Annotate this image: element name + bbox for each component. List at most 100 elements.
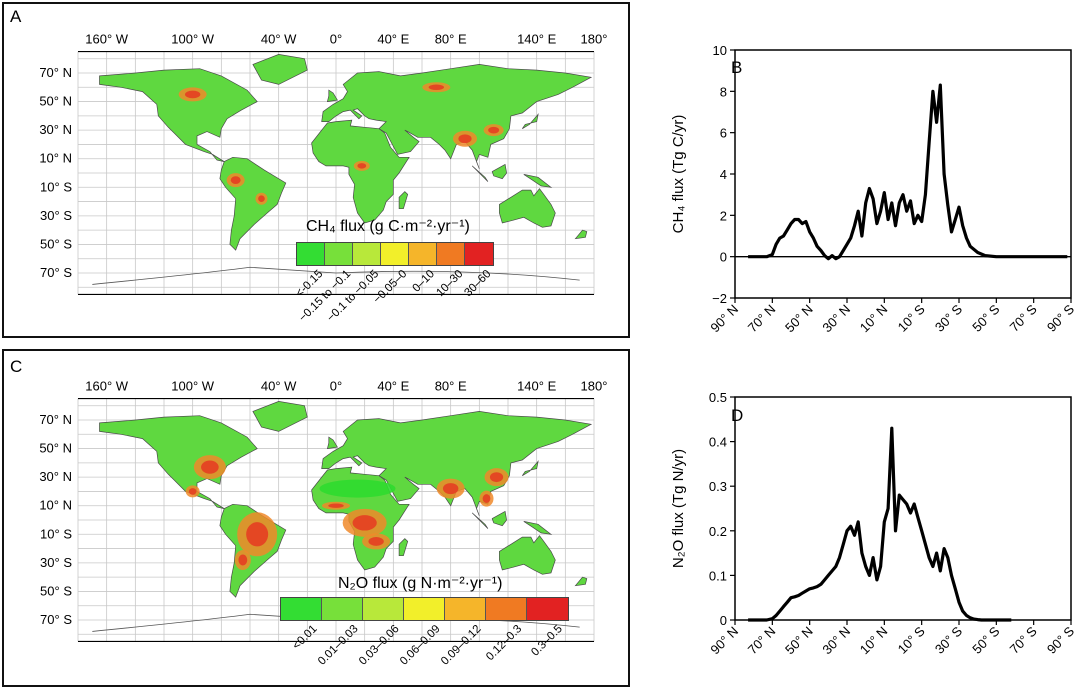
- legend-label: 0.01–0.03: [315, 623, 361, 668]
- landmass-indonesia: [471, 165, 489, 182]
- x-tick-label: 50° N: [782, 624, 816, 658]
- n2o-legend-swatches: [280, 597, 569, 621]
- latitude-label: 30° S: [40, 555, 72, 570]
- panel-letter-d: D: [731, 406, 744, 425]
- legend-swatch: [404, 598, 445, 620]
- legend-swatch: [445, 598, 486, 620]
- hotspot-red: [368, 537, 384, 546]
- legend-label: 0.3–0.5: [529, 623, 566, 659]
- hotspot-red: [458, 134, 472, 144]
- longitude-label: 100° W: [171, 379, 215, 394]
- flux-hotspots: [178, 82, 504, 205]
- n2o-profile-svg: 00.10.20.30.40.590° N 70° N 50° N 30° N 10° …: [670, 390, 1077, 658]
- x-tick-label: 30° S: [932, 301, 965, 334]
- x-tick-label: 50° S: [969, 301, 1002, 334]
- latitude-label: 50° S: [40, 583, 72, 598]
- ch4-legend-title: CH₄ flux (g C·m⁻²·yr⁻¹): [306, 218, 470, 235]
- latitude-label: 30° S: [40, 208, 72, 223]
- ch4-legend: CH₄ flux (g C·m⁻²·yr⁻¹) <-0.15 −0.15 to −…: [294, 216, 496, 326]
- y-tick-label: −2: [712, 291, 727, 306]
- latitude-label: 70° S: [40, 612, 72, 627]
- legend-label: 0.03–0.06: [356, 623, 402, 668]
- longitude-label: 100° W: [171, 32, 215, 47]
- x-tick-label: 10° N: [857, 624, 891, 658]
- legend-swatch: [363, 598, 404, 620]
- hotspot-red: [258, 195, 265, 203]
- legend-swatch: [281, 598, 322, 620]
- hotspot-red: [188, 488, 197, 495]
- y-tick-label: 0.4: [709, 435, 727, 450]
- landmass-uk: [326, 89, 338, 103]
- hotspot-red: [442, 483, 459, 495]
- legend-swatch: [353, 243, 381, 265]
- legend-label: 0.06–0.09: [397, 623, 443, 668]
- x-tick-label: 90° S: [1044, 623, 1077, 656]
- longitude-label: 180°: [581, 32, 608, 47]
- landmass-japan: [522, 113, 539, 130]
- legend-swatch: [527, 598, 568, 620]
- x-tick-label: 30° N: [819, 624, 853, 658]
- landmass-borneo: [491, 510, 507, 527]
- landmass-madagascar: [398, 191, 409, 210]
- land-masses: [99, 401, 593, 598]
- y-axis-title: CH₄ flux (Tg C/yr): [670, 115, 687, 234]
- n2o-flux-map: 160° W 100° W 40° W 0° 40° E 80° E 140° E 180° 7…: [39, 379, 608, 643]
- landmass-namerica: [99, 68, 258, 162]
- latitude-label: 50° N: [39, 94, 72, 109]
- flux-series-line: [748, 83, 1068, 261]
- x-tick-label: 50° S: [969, 623, 1002, 656]
- longitude-label: 180°: [581, 379, 608, 394]
- landmass-namerica: [99, 415, 258, 509]
- hotspot-red: [328, 503, 344, 508]
- panel-letter-a: A: [10, 7, 22, 26]
- latitude-label: 30° N: [39, 122, 72, 137]
- x-tick-label: 90° N: [707, 302, 741, 336]
- y-tick-label: 4: [720, 167, 727, 182]
- latitude-label: 10° S: [40, 179, 72, 194]
- y-tick-label: 8: [720, 84, 727, 99]
- longitude-label: 80° E: [435, 32, 467, 47]
- latitude-label: 30° N: [39, 469, 72, 484]
- sahara-low-flux: [319, 479, 396, 498]
- landmass-nz: [574, 229, 588, 240]
- landmass-newguinea: [523, 174, 553, 188]
- panel-letter-b: B: [731, 58, 743, 77]
- hotspot-red: [482, 494, 491, 503]
- hotspot-red: [357, 163, 367, 169]
- legend-swatch: [465, 243, 493, 265]
- longitude-label: 40° W: [261, 32, 297, 47]
- legend-label: 0.09–0.12: [438, 623, 484, 668]
- y-tick-label: 0: [720, 250, 727, 265]
- latitude-label: 50° N: [39, 441, 72, 456]
- landmass-australia: [499, 535, 556, 575]
- y-tick-label: 0.2: [709, 524, 727, 539]
- hotspot-red: [489, 472, 504, 483]
- latitude-label: 70° N: [39, 412, 72, 427]
- landmass-japan: [522, 460, 539, 477]
- latitude-label: 70° N: [39, 65, 72, 80]
- longitude-label: 40° W: [261, 379, 297, 394]
- longitude-label: 40° E: [377, 379, 409, 394]
- hotspot-red: [428, 84, 445, 91]
- landmass-eurasia: [321, 411, 593, 516]
- x-tick-label: 50° N: [782, 302, 816, 336]
- longitude-label: 160° W: [85, 379, 129, 394]
- x-tick-label: 70° N: [745, 624, 779, 658]
- legend-label: <0.01: [290, 623, 320, 653]
- longitude-label: 140° E: [517, 32, 557, 47]
- legend-label: 0.12–0.3: [484, 623, 525, 664]
- legend-swatch: [325, 243, 353, 265]
- legend-swatch: [381, 243, 409, 265]
- landmass-eurasia: [321, 64, 593, 169]
- legend-swatch: [486, 598, 527, 620]
- hotspot-red: [238, 554, 248, 566]
- y-tick-label: 0.1: [709, 568, 727, 583]
- y-tick-label: 0.3: [709, 479, 727, 494]
- n2o-legend: N₂O flux (g N·m⁻²·yr⁻¹) <0.01 0.01–0.03 0.…: [280, 573, 580, 683]
- ch4-map-panel: A 160° W 100° W 40° W 0° 40° E 80° E 140° E 180…: [2, 2, 630, 338]
- x-tick-label: 10° N: [857, 302, 891, 336]
- land-masses: [99, 54, 593, 251]
- longitude-label: 140° E: [517, 379, 557, 394]
